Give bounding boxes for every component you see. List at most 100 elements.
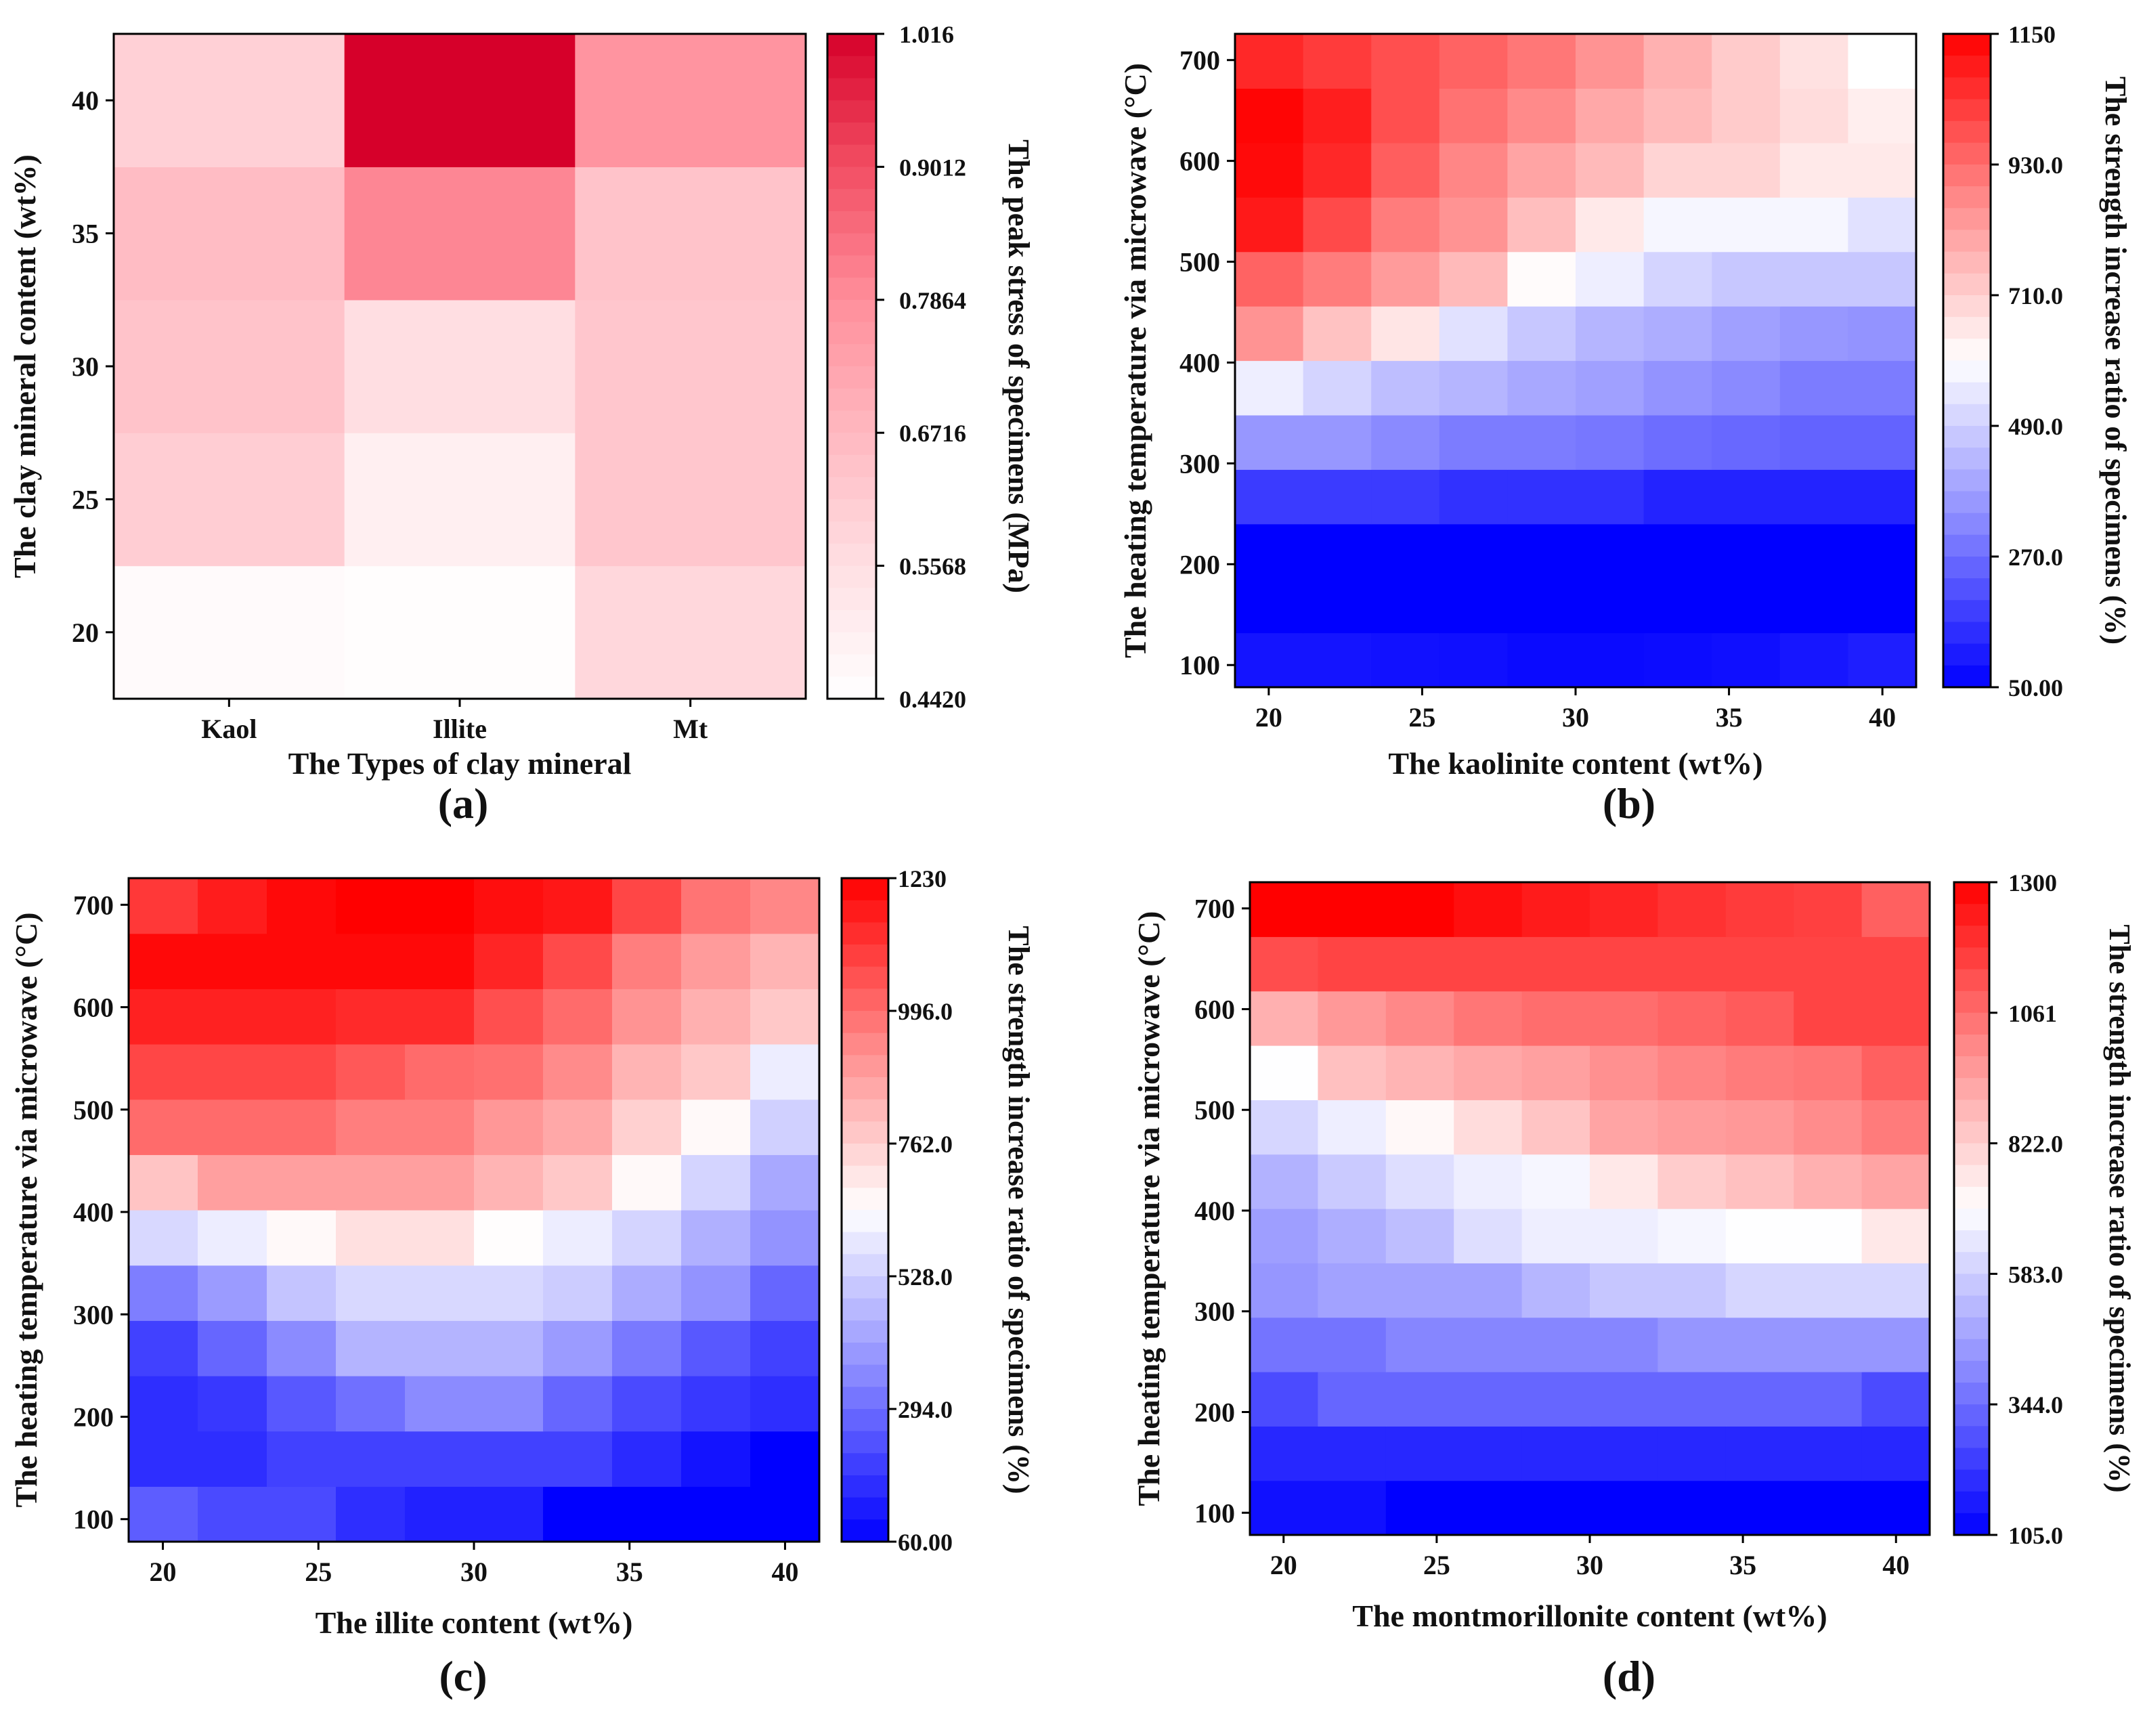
heatmap-cell bbox=[114, 167, 345, 301]
heatmap-cell bbox=[543, 1210, 613, 1266]
heatmap-cell bbox=[1521, 1372, 1590, 1427]
heatmap-cell bbox=[1643, 578, 1712, 634]
heatmap-cell bbox=[1590, 936, 1658, 992]
heatmap-cell bbox=[1250, 1045, 1318, 1100]
heatmap-cell bbox=[1861, 1317, 1930, 1372]
heatmap-cell bbox=[1712, 523, 1781, 579]
heatmap-cell bbox=[1439, 523, 1508, 579]
heatmap-cell bbox=[612, 878, 682, 934]
heatmap-cell bbox=[543, 1486, 613, 1542]
heatmap-cell bbox=[1385, 1154, 1454, 1209]
x-tick-label: Kaol bbox=[201, 714, 257, 744]
heatmap-cell bbox=[1521, 1154, 1590, 1209]
heatmap-cell bbox=[1848, 523, 1917, 579]
colorbar-step bbox=[1943, 534, 1991, 557]
heatmap-cell bbox=[543, 989, 613, 1045]
heatmap-cell bbox=[1507, 88, 1576, 144]
heatmap-cell bbox=[1318, 1154, 1387, 1209]
colorbar-step bbox=[1954, 1448, 1989, 1471]
heatmap-cell bbox=[1385, 1100, 1454, 1155]
heatmap-cell bbox=[344, 433, 576, 567]
heatmap-cell bbox=[129, 1431, 198, 1487]
heatmap-cell bbox=[1318, 882, 1387, 937]
heatmap-cell bbox=[1712, 469, 1781, 525]
heatmap-cell bbox=[114, 565, 345, 699]
heatmap-cell bbox=[575, 565, 806, 699]
y-tick-label: 600 bbox=[73, 993, 114, 1023]
heatmap-cell bbox=[1712, 414, 1781, 470]
heatmap-cell bbox=[1794, 1426, 1863, 1481]
colorbar-tick-label: 490.0 bbox=[2008, 413, 2063, 440]
heatmap-cell bbox=[612, 1099, 682, 1155]
colorbar-step bbox=[1954, 1274, 1989, 1297]
heatmap-cell bbox=[344, 299, 576, 433]
heatmap-cell bbox=[1658, 1100, 1727, 1155]
heatmap-cell bbox=[612, 989, 682, 1045]
heatmap-cell bbox=[1658, 1263, 1727, 1318]
heatmap-cell bbox=[1658, 991, 1727, 1046]
heatmap-cell bbox=[1507, 251, 1576, 307]
colorbar-step bbox=[842, 1453, 888, 1476]
colorbar-step bbox=[827, 410, 876, 433]
colorbar-step bbox=[1943, 273, 1991, 296]
colorbar-step bbox=[1943, 142, 1991, 165]
heatmap-cell bbox=[1454, 1045, 1523, 1100]
heatmap-cell bbox=[474, 878, 544, 934]
heatmap-cell bbox=[1303, 360, 1372, 416]
heatmap-cell bbox=[1725, 1426, 1794, 1481]
colorbar-step bbox=[842, 1497, 888, 1520]
heatmap-cell bbox=[1521, 1045, 1590, 1100]
heatmap-cell bbox=[1643, 251, 1712, 307]
y-tick-label: 100 bbox=[1179, 650, 1220, 680]
colorbar-step bbox=[1943, 469, 1991, 492]
heatmap-cell bbox=[543, 1154, 613, 1211]
colorbar-step bbox=[1954, 1360, 1989, 1383]
heatmap-cell bbox=[1385, 1045, 1454, 1100]
heatmap-cell bbox=[1385, 936, 1454, 992]
heatmap-cell bbox=[1658, 1317, 1727, 1372]
heatmap-cell bbox=[336, 933, 406, 989]
heatmap-cell bbox=[1861, 1372, 1930, 1427]
panel-label: (d) bbox=[1603, 1652, 1655, 1700]
colorbar-step bbox=[827, 322, 876, 345]
y-tick-label: 200 bbox=[73, 1402, 114, 1432]
heatmap-cell bbox=[114, 34, 345, 167]
colorbar-step bbox=[842, 1320, 888, 1343]
heatmap-cell bbox=[1507, 197, 1576, 253]
colorbar-label: The strength increase ratio of specimens… bbox=[2103, 924, 2136, 1492]
heatmap-cell bbox=[336, 1376, 406, 1432]
heatmap-cell bbox=[543, 878, 613, 934]
heatmap-cell bbox=[750, 1210, 820, 1266]
heatmap-cell bbox=[612, 1486, 682, 1542]
heatmap-cell bbox=[1779, 306, 1848, 362]
heatmap-cell bbox=[1250, 1317, 1318, 1372]
colorbar-tick-label: 0.6716 bbox=[899, 420, 966, 447]
heatmap-cell bbox=[267, 1431, 337, 1487]
heatmap-cell bbox=[129, 878, 198, 934]
heatmap-cell bbox=[1371, 578, 1440, 634]
heatmap-cell bbox=[336, 1320, 406, 1376]
colorbar-step bbox=[1954, 1404, 1989, 1427]
heatmap-cell bbox=[1779, 360, 1848, 416]
heatmap-cell bbox=[1385, 1372, 1454, 1427]
heatmap-cell bbox=[1235, 578, 1304, 634]
heatmap-cell bbox=[344, 565, 576, 699]
colorbar-step bbox=[842, 1011, 888, 1034]
heatmap-cell bbox=[1643, 469, 1712, 525]
heatmap-cell bbox=[267, 1320, 337, 1376]
colorbar-tick-label: 710.0 bbox=[2008, 282, 2063, 309]
heatmap-cell bbox=[1861, 1154, 1930, 1209]
colorbar-step bbox=[827, 189, 876, 212]
heatmap-cell bbox=[405, 1099, 475, 1155]
colorbar-step bbox=[1954, 882, 1989, 905]
heatmap-cell bbox=[1371, 306, 1440, 362]
heatmap-cell bbox=[129, 1376, 198, 1432]
colorbar-tick-label: 344.0 bbox=[2008, 1391, 2063, 1418]
heatmap-cell bbox=[1590, 1045, 1658, 1100]
heatmap-cell bbox=[1712, 306, 1781, 362]
colorbar-step bbox=[842, 1431, 888, 1454]
heatmap-cell bbox=[1576, 306, 1645, 362]
heatmap-cell bbox=[1318, 1100, 1387, 1155]
y-tick-label: 200 bbox=[1179, 549, 1220, 580]
heatmap-cell bbox=[405, 1265, 475, 1321]
